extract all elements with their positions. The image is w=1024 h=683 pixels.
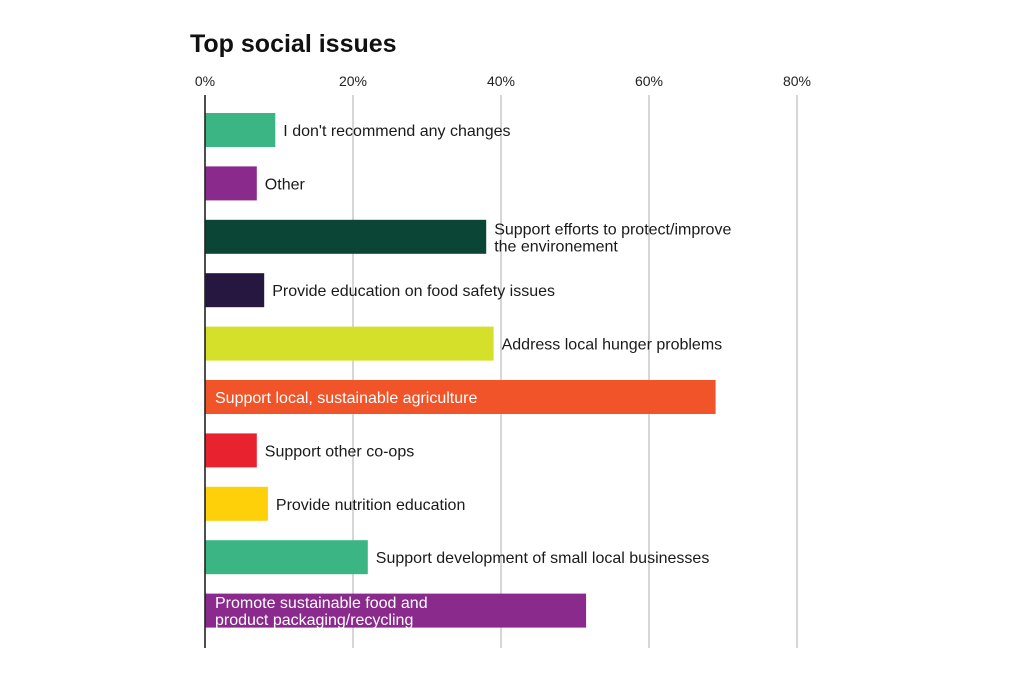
- chart-title: Top social issues: [190, 30, 397, 58]
- bar-label: Other: [265, 176, 306, 193]
- bar-label: Support other co-ops: [265, 443, 414, 460]
- x-tick-label: 0%: [195, 73, 215, 89]
- bar: [205, 380, 716, 414]
- bar: [205, 433, 257, 468]
- bar-label: Support efforts to protect/improve the en…: [494, 221, 731, 255]
- bar-label: Promote sustainable food and product pack…: [215, 595, 428, 629]
- bar-label: Address local hunger problems: [502, 337, 723, 354]
- bar-label: Provide nutrition education: [276, 497, 465, 514]
- bar-label: Support development of small local busin…: [376, 550, 710, 567]
- x-tick-label: 60%: [635, 73, 663, 89]
- bar: [205, 219, 487, 254]
- bar: [205, 273, 265, 308]
- bar: [205, 166, 257, 201]
- bar: [205, 486, 268, 521]
- x-tick-label: 80%: [783, 73, 811, 89]
- bar: [205, 326, 494, 361]
- x-tick-label: 40%: [487, 73, 515, 89]
- bar-label: Support local, sustainable agriculture: [215, 390, 477, 407]
- bar: [205, 540, 368, 575]
- bar: [205, 593, 587, 628]
- bar: [205, 113, 276, 147]
- x-tick-label: 20%: [339, 73, 367, 89]
- bar-label: I don't recommend any changes: [283, 123, 510, 140]
- bar-label: Provide education on food safety issues: [272, 283, 555, 300]
